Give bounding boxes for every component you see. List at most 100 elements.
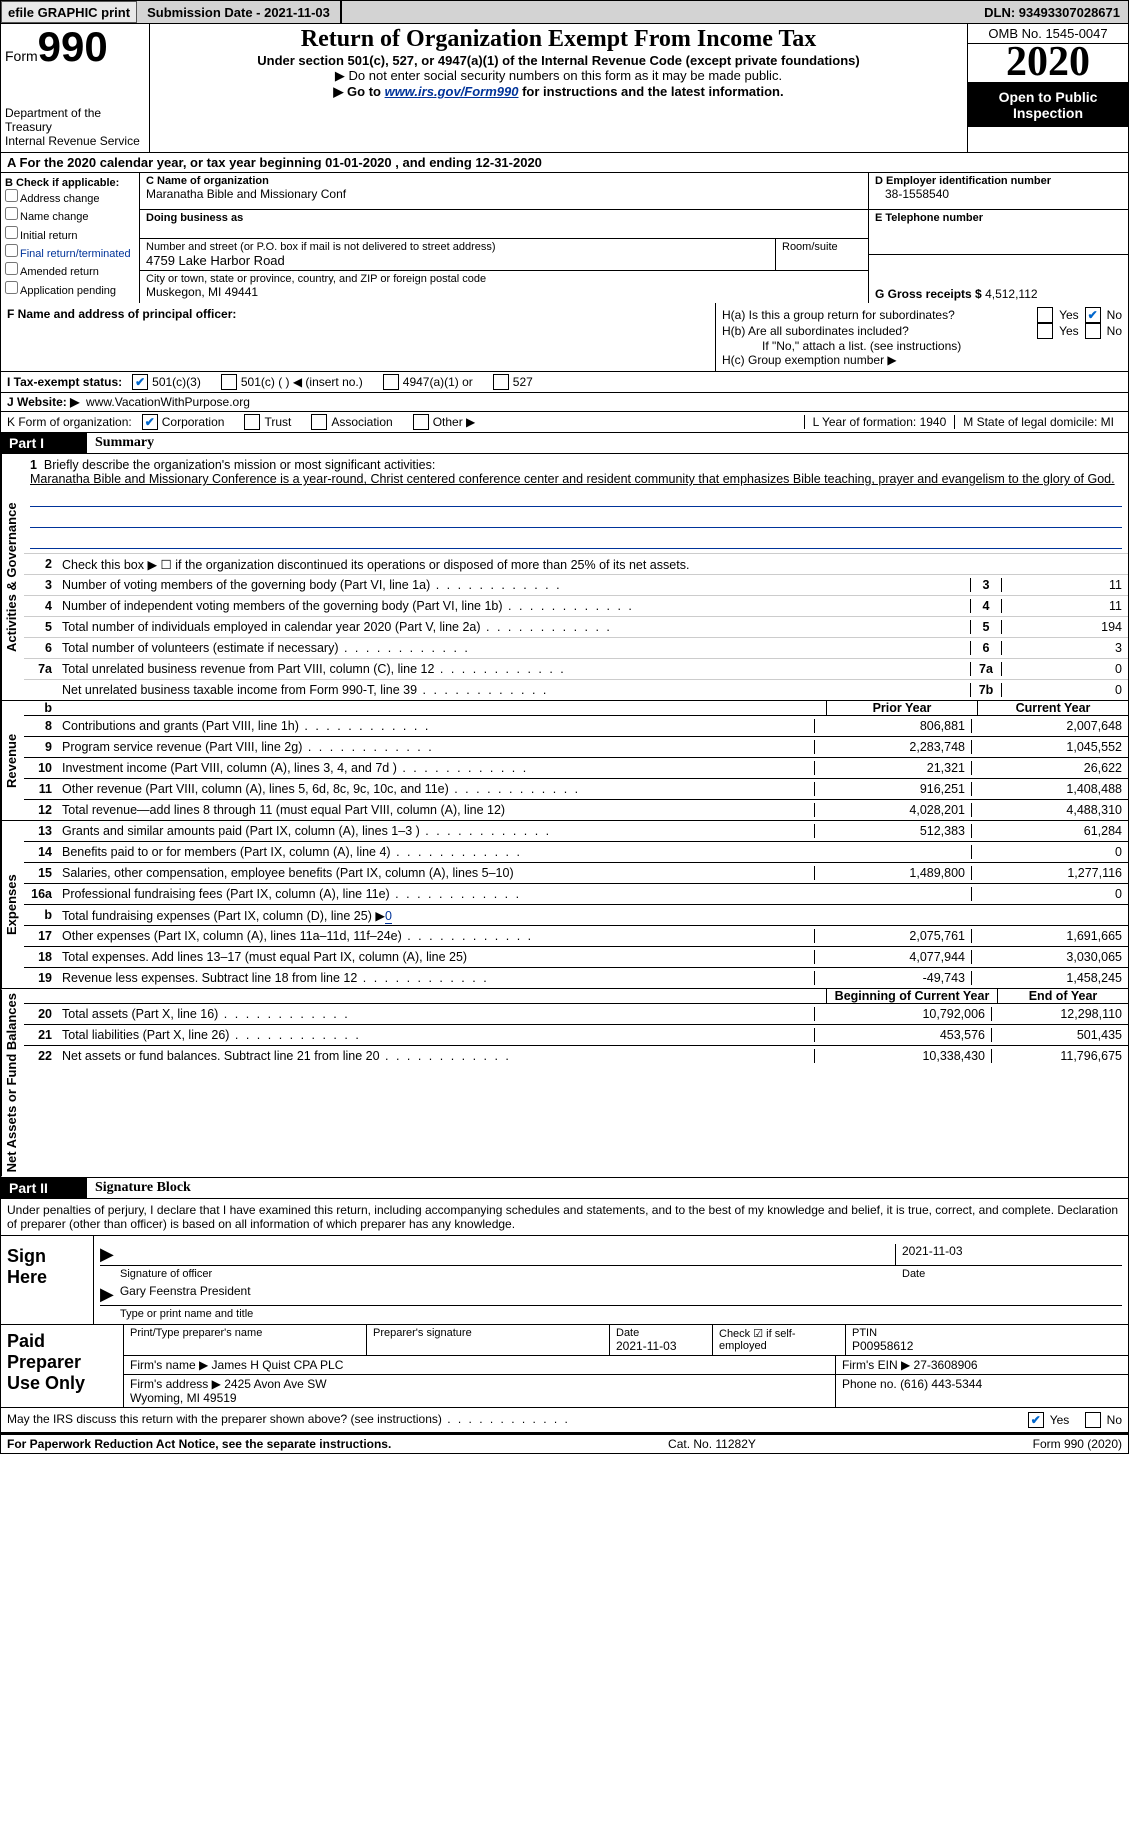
- v16b: 0: [385, 909, 392, 924]
- l8: Contributions and grants (Part VIII, lin…: [58, 718, 814, 734]
- v3: 11: [1002, 578, 1128, 592]
- trust-chk[interactable]: [244, 414, 260, 430]
- hb-label: H(b) Are all subordinates included?: [722, 324, 1037, 338]
- firm-phone: (616) 443-5344: [900, 1377, 982, 1391]
- p19: -49,743: [814, 971, 971, 985]
- discuss-no[interactable]: [1085, 1412, 1101, 1428]
- l14: Benefits paid to or for members (Part IX…: [58, 844, 814, 860]
- sub-line-3-post: for instructions and the latest informat…: [518, 84, 783, 99]
- chk-amended[interactable]: Amended return: [5, 262, 135, 280]
- ha-yes[interactable]: [1037, 307, 1053, 323]
- chk-name[interactable]: Name change: [5, 207, 135, 225]
- c8: 2,007,648: [971, 719, 1128, 733]
- top-bar: efile GRAPHIC print Submission Date - 20…: [0, 0, 1129, 24]
- p18: 4,077,944: [814, 950, 971, 964]
- paid-preparer: Paid Preparer Use Only: [1, 1325, 123, 1407]
- box-e-label: E Telephone number: [875, 212, 1122, 224]
- city-label: City or town, state or province, country…: [146, 273, 862, 285]
- l7b: Net unrelated business taxable income fr…: [58, 682, 970, 698]
- chk-final[interactable]: Final return/terminated: [5, 244, 135, 262]
- firm-name: James H Quist CPA PLC: [212, 1358, 344, 1372]
- pra-notice: For Paperwork Reduction Act Notice, see …: [7, 1437, 391, 1451]
- p15: 1,489,800: [814, 866, 971, 880]
- p11: 916,251: [814, 782, 971, 796]
- v7b: 0: [1002, 683, 1128, 697]
- officer-name: Gary Feenstra President: [120, 1284, 251, 1305]
- exp-label: Expenses: [1, 821, 24, 988]
- box-b-title: B Check if applicable:: [5, 177, 135, 189]
- irs-link[interactable]: www.irs.gov/Form990: [385, 84, 519, 99]
- l5: Total number of individuals employed in …: [58, 619, 970, 635]
- sig-date-lbl: Date: [902, 1268, 1122, 1280]
- hb-yes[interactable]: [1037, 323, 1053, 339]
- firm-label: Firm's name ▶: [130, 1358, 208, 1372]
- firm-ein: 27-3608906: [914, 1358, 978, 1372]
- p9: 2,283,748: [814, 740, 971, 754]
- l21: Total liabilities (Part X, line 26): [58, 1027, 814, 1043]
- prep-h1: Print/Type preparer's name: [130, 1327, 360, 1339]
- sig-officer-lbl: Signature of officer: [100, 1268, 902, 1280]
- row-a: A For the 2020 calendar year, or tax yea…: [0, 153, 1129, 173]
- p21: 453,576: [814, 1028, 991, 1042]
- v5: 194: [1002, 620, 1128, 634]
- chk-app[interactable]: Application pending: [5, 281, 135, 299]
- c10: 26,622: [971, 761, 1128, 775]
- addr-value: 4759 Lake Harbor Road: [146, 253, 769, 268]
- v7a: 0: [1002, 662, 1128, 676]
- chk-address[interactable]: Address change: [5, 189, 135, 207]
- v6: 3: [1002, 641, 1128, 655]
- sig-name-lbl: Type or print name and title: [100, 1308, 1122, 1320]
- 501c3-chk[interactable]: ✔: [132, 374, 148, 390]
- 501c-chk[interactable]: [221, 374, 237, 390]
- box-b: B Check if applicable: Address change Na…: [1, 173, 140, 303]
- gross-receipts: 4,512,112: [985, 287, 1038, 301]
- p13: 512,383: [814, 824, 971, 838]
- part2-title: Signature Block: [87, 1178, 199, 1198]
- l13: Grants and similar amounts paid (Part IX…: [58, 823, 814, 839]
- c15: 1,277,116: [971, 866, 1128, 880]
- 4947-chk[interactable]: [383, 374, 399, 390]
- l10: Investment income (Part VIII, column (A)…: [58, 760, 814, 776]
- sub-line-1: Under section 501(c), 527, or 4947(a)(1)…: [156, 53, 961, 68]
- l2: Check this box ▶ ☐ if the organization d…: [58, 556, 1128, 573]
- c13: 61,284: [971, 824, 1128, 838]
- l6: Total number of volunteers (estimate if …: [58, 640, 970, 656]
- p12: 4,028,201: [814, 803, 971, 817]
- hb-no[interactable]: [1085, 323, 1101, 339]
- sub-line-3-pre: ▶ Go to: [333, 84, 384, 99]
- ptin: P00958612: [852, 1339, 1122, 1353]
- corp-chk[interactable]: ✔: [142, 414, 158, 430]
- hc-label: H(c) Group exemption number ▶: [722, 353, 1122, 367]
- c20: 12,298,110: [991, 1007, 1128, 1021]
- l11: Other revenue (Part VIII, column (A), li…: [58, 781, 814, 797]
- p10: 21,321: [814, 761, 971, 775]
- l22: Net assets or fund balances. Subtract li…: [58, 1048, 814, 1064]
- p17: 2,075,761: [814, 929, 971, 943]
- c11: 1,408,488: [971, 782, 1128, 796]
- chk-initial[interactable]: Initial return: [5, 226, 135, 244]
- efile-print-button[interactable]: efile GRAPHIC print: [1, 1, 137, 23]
- net-label: Net Assets or Fund Balances: [1, 989, 24, 1176]
- c9: 1,045,552: [971, 740, 1128, 754]
- ha-no[interactable]: ✔: [1085, 307, 1101, 323]
- box-g-label: G Gross receipts $: [875, 287, 982, 301]
- gov-label: Activities & Governance: [1, 454, 24, 700]
- firm-addr-label: Firm's address ▶: [130, 1377, 221, 1391]
- cat-no: Cat. No. 11282Y: [668, 1437, 756, 1451]
- row-i-label: I Tax-exempt status:: [7, 375, 122, 389]
- sign-here: Sign Here: [1, 1236, 94, 1324]
- other-chk[interactable]: [413, 414, 429, 430]
- arrow-icon: ▶: [100, 1244, 114, 1265]
- discuss-yes[interactable]: ✔: [1028, 1412, 1044, 1428]
- ein: 38-1558540: [875, 187, 1122, 201]
- 527-chk[interactable]: [493, 374, 509, 390]
- assoc-chk[interactable]: [311, 414, 327, 430]
- hdr-prior: Prior Year: [826, 701, 977, 715]
- prep-h4: Check ☑ if self-employed: [712, 1325, 845, 1355]
- l18: Total expenses. Add lines 13–17 (must eq…: [58, 949, 814, 965]
- l17: Other expenses (Part IX, column (A), lin…: [58, 928, 814, 944]
- c16a: 0: [971, 887, 1128, 901]
- row-k-label: K Form of organization:: [7, 415, 132, 429]
- website: www.VacationWithPurpose.org: [86, 395, 250, 409]
- sig-date: 2021-11-03: [895, 1244, 1122, 1265]
